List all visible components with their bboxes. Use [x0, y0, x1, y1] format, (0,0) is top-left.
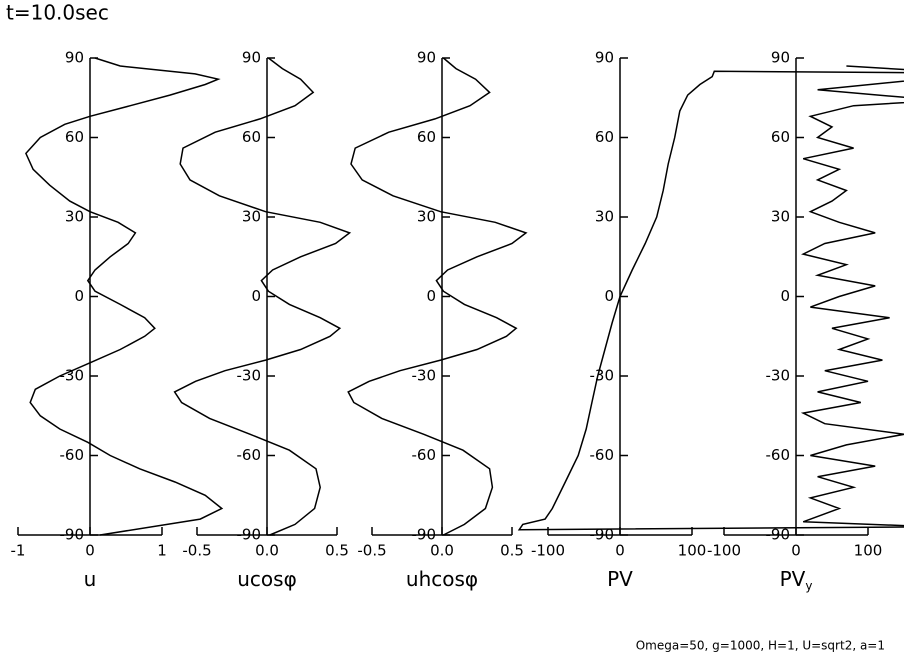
- x-tick-label: 0.5: [325, 542, 349, 560]
- y-tick-label: 0: [251, 287, 261, 305]
- y-tick-label: 90: [771, 49, 790, 67]
- y-tick-label: 30: [771, 208, 790, 226]
- y-tick-label: -90: [60, 526, 85, 544]
- y-tick-label: 30: [65, 208, 84, 226]
- y-tick-label: 60: [595, 128, 614, 146]
- x-axis-label: PVy: [780, 567, 813, 593]
- y-tick-label: -30: [590, 367, 615, 385]
- y-tick-label: -90: [590, 526, 615, 544]
- y-tick-label: -30: [60, 367, 85, 385]
- title: t=10.0sec: [6, 1, 109, 25]
- x-tick-label: -0.5: [182, 542, 211, 560]
- x-tick-label: 0: [615, 542, 625, 560]
- y-tick-label: -60: [60, 446, 85, 464]
- x-tick-label: 0.0: [255, 542, 279, 560]
- y-tick-label: 0: [426, 287, 436, 305]
- x-tick-label: -100: [531, 542, 565, 560]
- y-tick-label: 0: [74, 287, 84, 305]
- y-tick-label: -60: [590, 446, 615, 464]
- y-tick-label: 60: [417, 128, 436, 146]
- x-tick-label: 0.5: [500, 542, 524, 560]
- y-tick-label: 30: [242, 208, 261, 226]
- y-tick-label: 90: [242, 49, 261, 67]
- y-tick-label: -60: [237, 446, 262, 464]
- x-axis-label-subscript: y: [805, 579, 812, 593]
- y-tick-label: -60: [412, 446, 437, 464]
- profile-line: [173, 57, 352, 536]
- y-tick-label: -60: [766, 446, 791, 464]
- y-tick-label: 0: [604, 287, 614, 305]
- x-axis-label: PV: [607, 567, 633, 591]
- y-tick-label: 60: [242, 128, 261, 146]
- profile-line: [517, 70, 904, 531]
- x-tick-label: -1: [11, 542, 26, 560]
- y-tick-label: -90: [412, 526, 437, 544]
- x-tick-label: 0: [85, 542, 95, 560]
- y-tick-label: 30: [417, 208, 436, 226]
- y-tick-label: -30: [237, 367, 262, 385]
- y-tick-label: -90: [766, 526, 791, 544]
- x-tick-label: 0: [791, 542, 801, 560]
- y-tick-label: -90: [237, 526, 262, 544]
- x-axis-label: uhcosφ: [406, 567, 478, 591]
- y-tick-label: 0: [780, 287, 790, 305]
- profile-line: [25, 57, 224, 536]
- footnote: Omega=50, g=1000, H=1, U=sqrt2, a=1: [636, 639, 885, 653]
- x-tick-label: 100: [678, 542, 707, 560]
- y-tick-label: -30: [766, 367, 791, 385]
- x-tick-label: -0.5: [357, 542, 386, 560]
- x-axis-label: u: [84, 567, 97, 591]
- y-tick-label: 60: [65, 128, 84, 146]
- y-tick-label: 30: [595, 208, 614, 226]
- y-tick-label: 60: [771, 128, 790, 146]
- x-tick-label: 1: [157, 542, 167, 560]
- profile-line: [347, 57, 528, 536]
- y-tick-label: 90: [65, 49, 84, 67]
- x-tick-label: -100: [707, 542, 741, 560]
- x-axis-label-text: PV: [780, 567, 806, 591]
- x-tick-label: 0.0: [430, 542, 454, 560]
- x-axis-label-text: ucosφ: [237, 567, 297, 591]
- x-axis-label-text: PV: [607, 567, 633, 591]
- y-tick-label: 90: [417, 49, 436, 67]
- x-axis-label-text: uhcosφ: [406, 567, 478, 591]
- y-tick-label: -30: [412, 367, 437, 385]
- x-tick-label: 100: [854, 542, 883, 560]
- y-tick-label: 90: [595, 49, 614, 67]
- x-axis-label: ucosφ: [237, 567, 297, 591]
- profile-line: [800, 65, 904, 527]
- x-axis-label-text: u: [84, 567, 97, 591]
